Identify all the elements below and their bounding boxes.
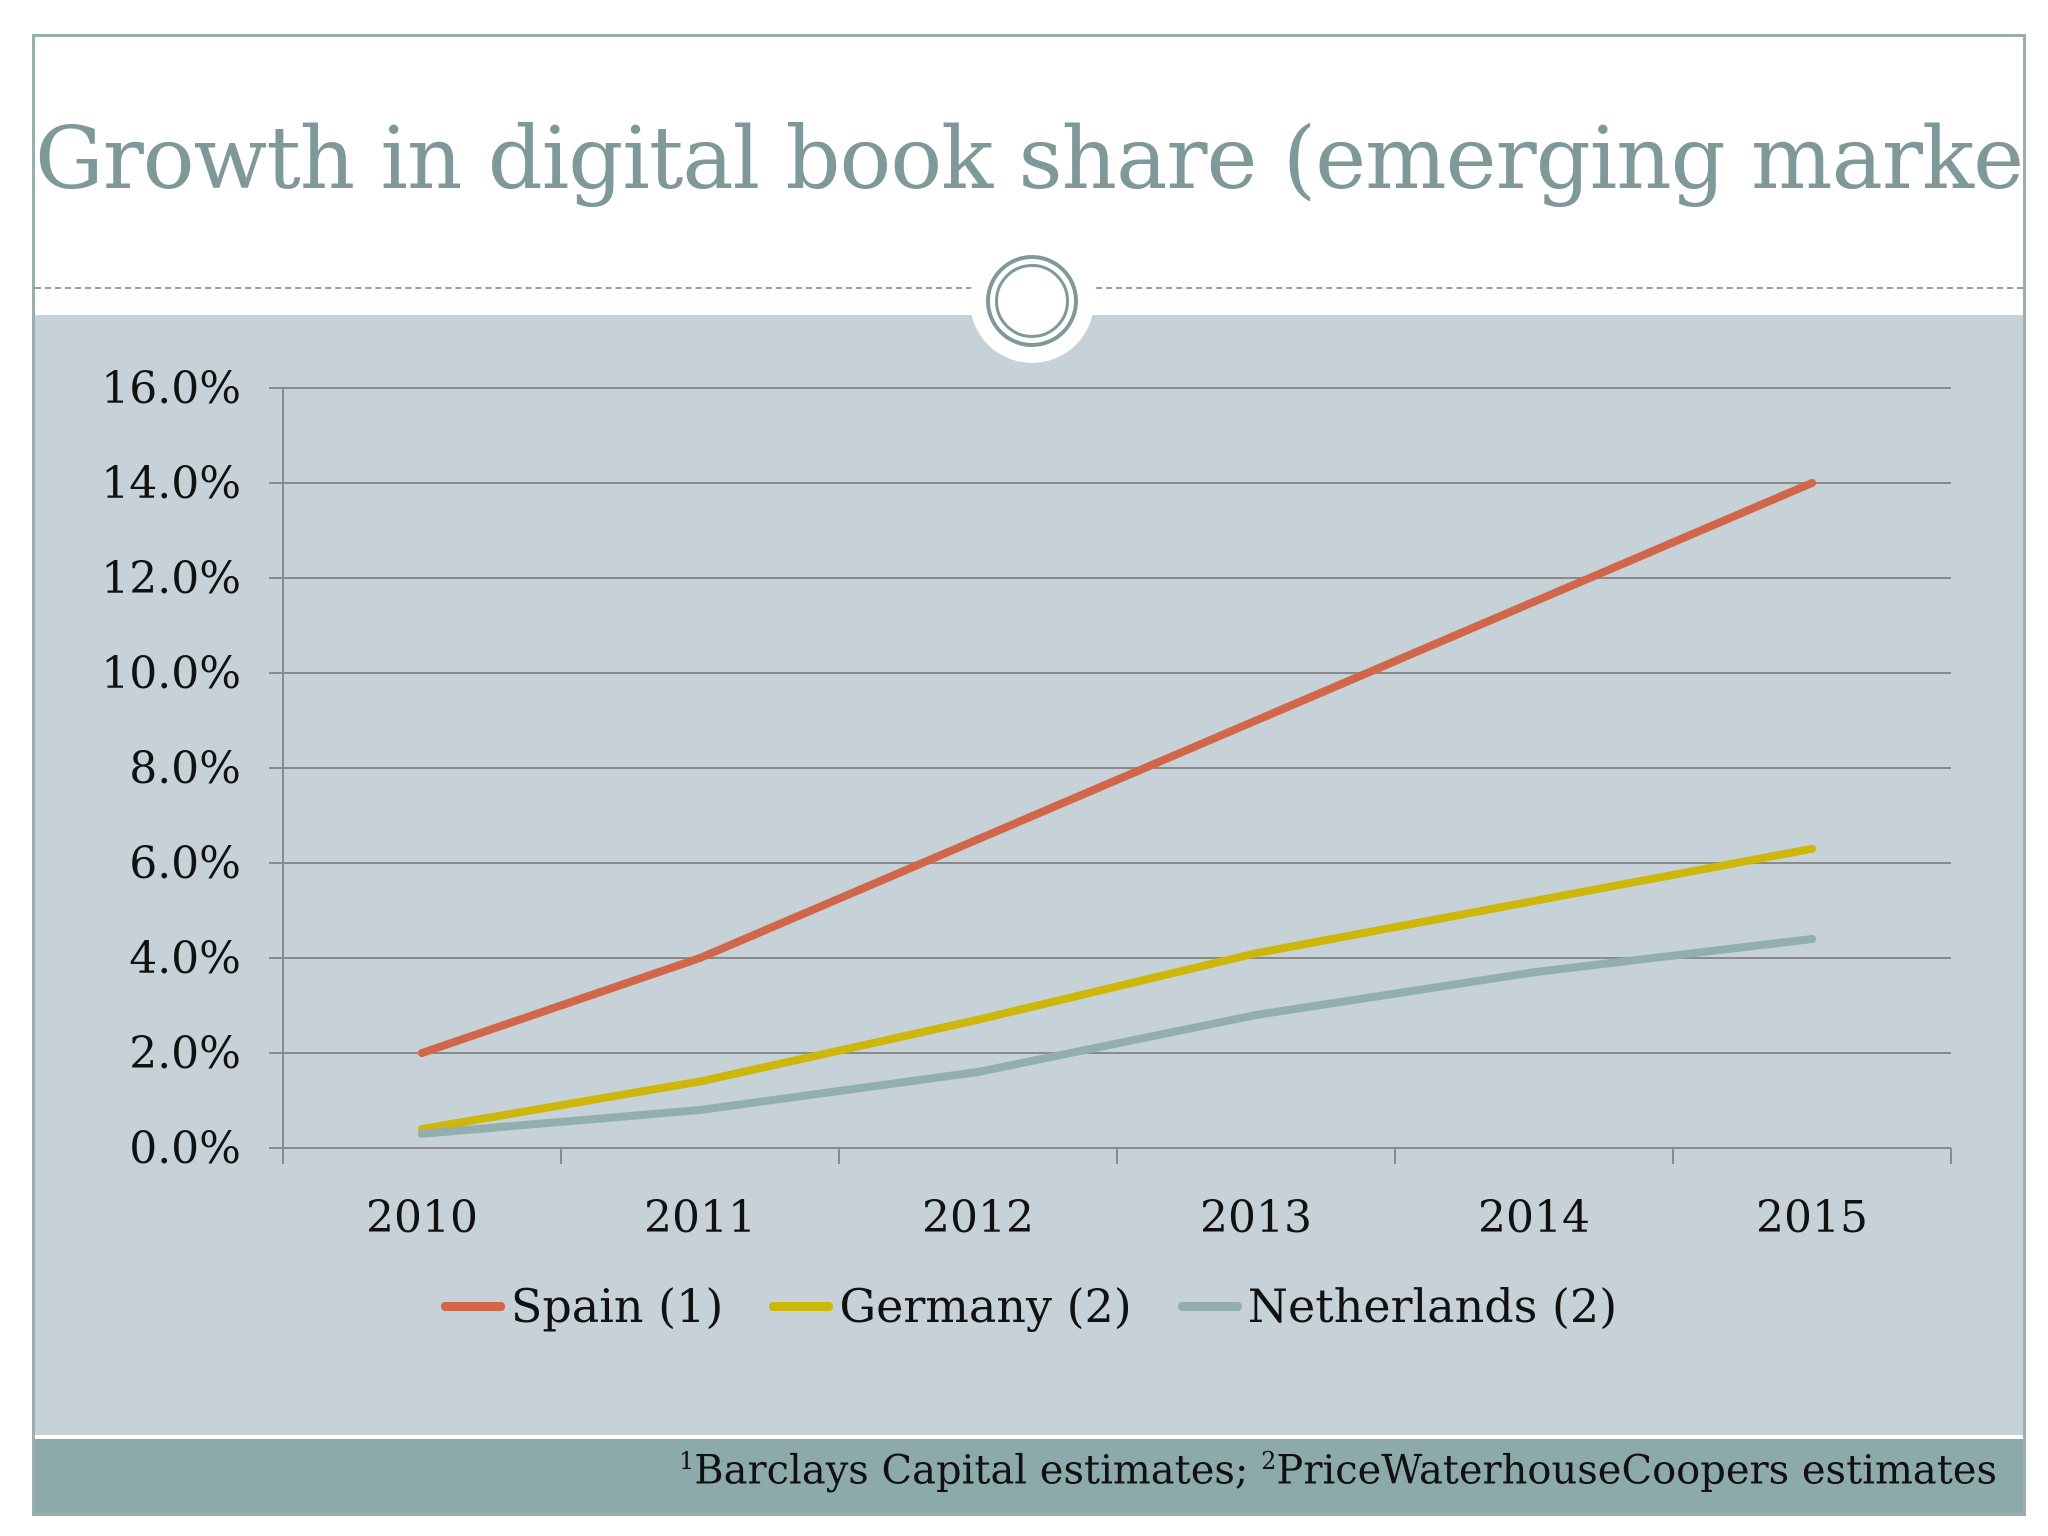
data-point (1530, 597, 1538, 606)
y-tick-label: 2.0% (129, 1028, 241, 1079)
x-tick-label: 2011 (644, 1192, 756, 1243)
x-tick-label: 2012 (922, 1192, 1034, 1243)
chart-legend: Spain (1) Germany (2) Netherlands (2) (35, 1279, 2023, 1333)
y-tick-label: 16.0% (101, 363, 241, 414)
data-point (418, 1049, 426, 1057)
footnote-text-1: Barclays Capital estimates; (694, 1447, 1262, 1494)
data-point (974, 1015, 982, 1024)
ring-icon (986, 255, 1078, 347)
x-tick-label: 2010 (366, 1192, 478, 1243)
y-tick-label: 10.0% (101, 648, 241, 699)
series-line (418, 935, 1816, 1138)
circle-ornament-icon (970, 239, 1094, 363)
legend-swatch (769, 1301, 834, 1311)
data-point (418, 1129, 426, 1138)
data-point (696, 1106, 704, 1114)
slide: Growth in digital book share (emerging m… (32, 34, 2026, 1516)
data-point (1808, 935, 1816, 943)
y-tick-label: 8.0% (129, 743, 241, 794)
data-point (1808, 479, 1816, 487)
legend-item: Netherlands (2) (1177, 1279, 1618, 1333)
footnote-marker-2: 2 (1261, 1447, 1277, 1475)
legend-label: Germany (2) (839, 1279, 1132, 1333)
footnote-text-2: PriceWaterhouseCoopers estimates (1276, 1447, 1997, 1494)
line-chart: 0.0% 2.0% 4.0% 6.0% 8.0% 10.0% 12.0% 14.0% 16.0%… (101, 363, 1952, 1243)
data-point (696, 954, 704, 962)
series-line (418, 479, 1816, 1057)
legend-label: Spain (1) (510, 1279, 724, 1333)
slide-title: Growth in digital book share (emerging m… (35, 109, 2026, 209)
series-line (418, 844, 1816, 1133)
x-tick-label: 2015 (1756, 1192, 1868, 1243)
legend-swatch (1177, 1301, 1242, 1311)
data-point (696, 1077, 704, 1086)
legend-item: Germany (2) (769, 1279, 1132, 1333)
data-point (974, 835, 982, 844)
y-tick-label: 12.0% (101, 553, 241, 604)
legend-label: Netherlands (2) (1247, 1279, 1618, 1333)
y-tick-label: 0.0% (129, 1123, 241, 1174)
data-point (974, 1068, 982, 1076)
footer-bar: 1Barclays Capital estimates; 2PriceWater… (35, 1439, 2023, 1513)
footnote-marker-1: 1 (679, 1447, 695, 1475)
y-tick-label: 4.0% (129, 933, 241, 984)
data-point (1530, 968, 1538, 977)
data-point (1252, 716, 1260, 725)
x-tick-label: 2014 (1478, 1192, 1590, 1243)
y-tick-label: 14.0% (101, 458, 241, 509)
legend-item: Spain (1) (440, 1279, 724, 1333)
y-tick-label: 6.0% (129, 838, 241, 889)
legend-swatch (440, 1301, 505, 1311)
x-tick-label: 2013 (1200, 1192, 1312, 1243)
source-footnote: 1Barclays Capital estimates; 2PriceWater… (679, 1447, 1997, 1493)
data-point (1252, 949, 1260, 958)
data-point (1808, 844, 1816, 853)
data-point (1530, 897, 1538, 905)
data-point (1252, 1011, 1260, 1019)
